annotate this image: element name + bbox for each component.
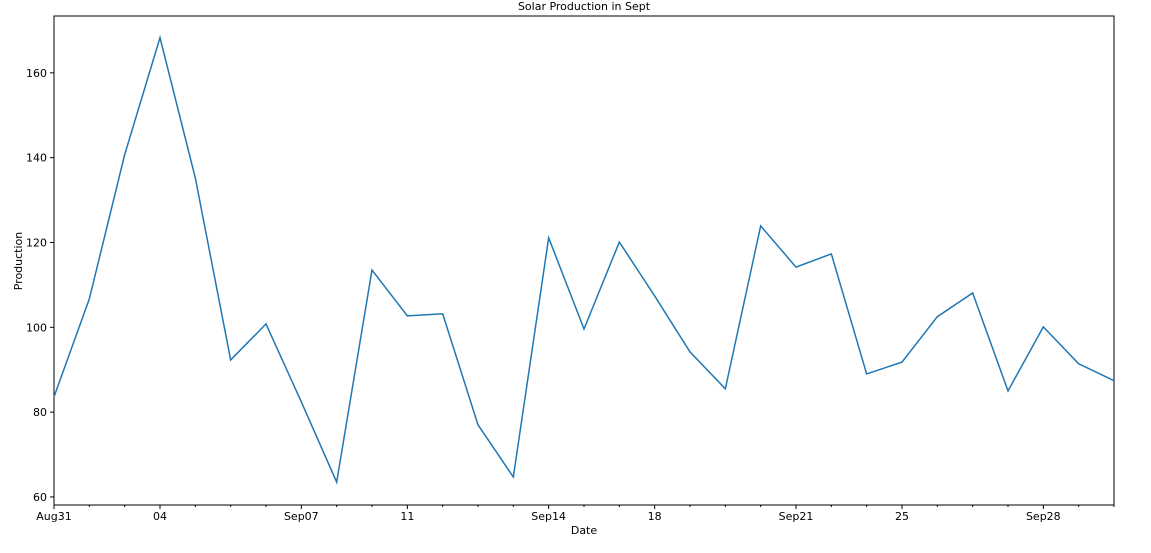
x-tick-label: 18 — [648, 510, 662, 523]
x-axis-label: Date — [571, 524, 598, 537]
y-tick-label: 100 — [26, 321, 47, 334]
x-tick-label: 25 — [895, 510, 909, 523]
y-tick-label: 60 — [33, 491, 47, 504]
y-tick-label: 140 — [26, 152, 47, 165]
x-tick-label: 04 — [153, 510, 167, 523]
x-tick-label: Sep14 — [531, 510, 566, 523]
y-axis-label: Production — [12, 232, 25, 291]
y-tick-label: 160 — [26, 67, 47, 80]
x-tick-label: Sep21 — [779, 510, 814, 523]
x-tick-label: 11 — [400, 510, 414, 523]
series-line — [53, 34, 1115, 485]
x-tick-label: Aug31 — [36, 510, 71, 523]
x-tick-label: Sep28 — [1026, 510, 1061, 523]
x-tick-label: Sep07 — [284, 510, 319, 523]
y-tick-label: 120 — [26, 236, 47, 249]
plot-frame — [53, 15, 1115, 506]
chart-title: Solar Production in Sept — [518, 0, 651, 13]
y-tick-label: 80 — [33, 406, 47, 419]
